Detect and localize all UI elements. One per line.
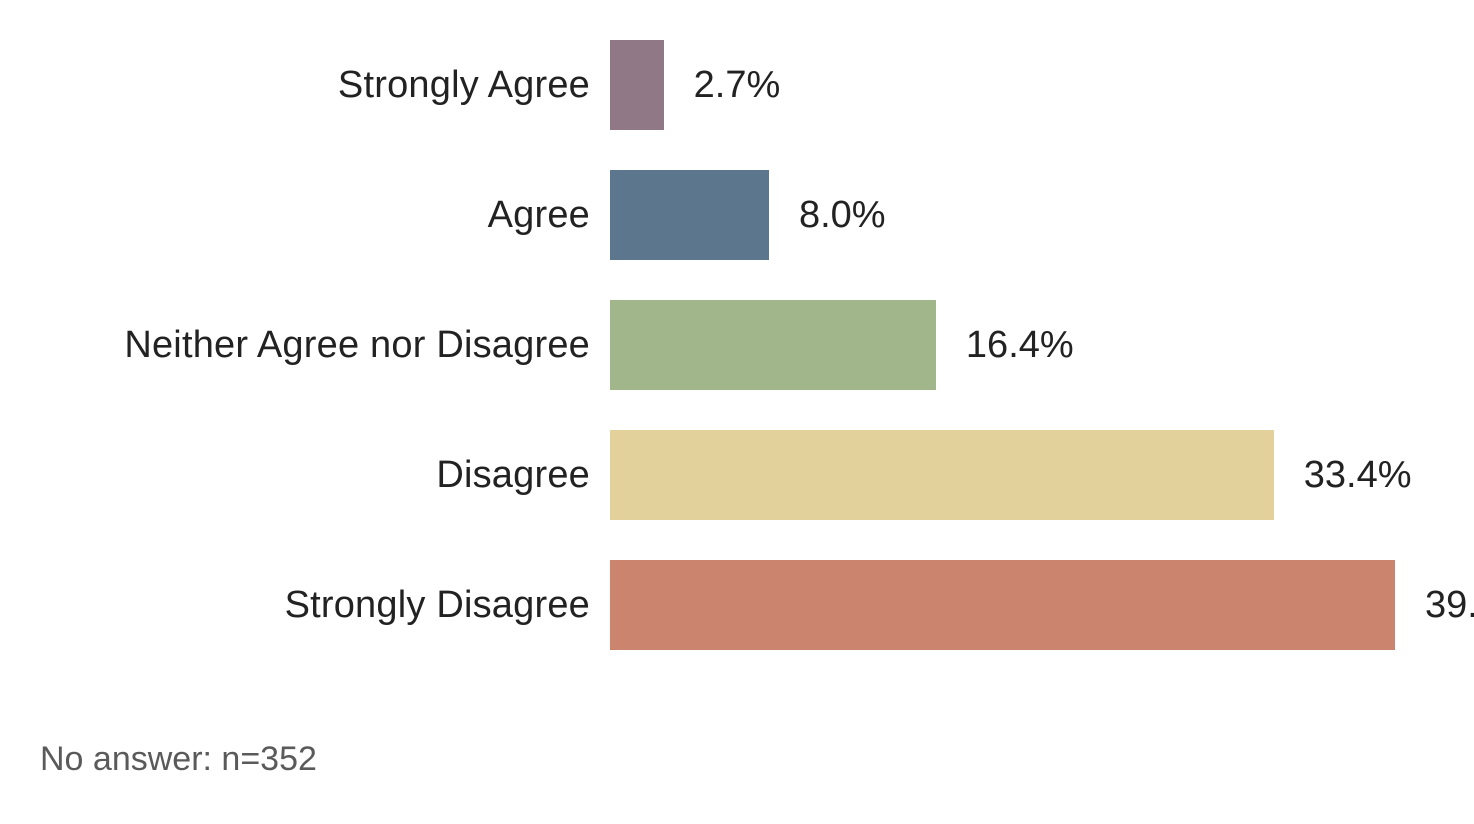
bar-wrap: 16.4% bbox=[610, 300, 1074, 390]
bar-wrap: 8.0% bbox=[610, 170, 886, 260]
chart-rows: Strongly Agree 2.7% Agree 8.0% Neither Agree… bbox=[0, 20, 1474, 670]
row-label: Disagree bbox=[436, 454, 590, 497]
row-value: 39.5% bbox=[1425, 584, 1474, 627]
chart-row: Agree 8.0% bbox=[0, 150, 1474, 280]
row-value: 16.4% bbox=[966, 324, 1074, 367]
row-value: 2.7% bbox=[694, 64, 781, 107]
likert-bar-chart: Strongly Agree 2.7% Agree 8.0% Neither Agree… bbox=[0, 0, 1474, 824]
bar bbox=[610, 170, 769, 260]
bar bbox=[610, 560, 1395, 650]
bar bbox=[610, 40, 664, 130]
row-label: Strongly Disagree bbox=[285, 584, 590, 627]
bar bbox=[610, 430, 1274, 520]
bar-wrap: 39.5% bbox=[610, 560, 1474, 650]
row-value: 8.0% bbox=[799, 194, 886, 237]
bar-wrap: 33.4% bbox=[610, 430, 1412, 520]
chart-footnote: No answer: n=352 bbox=[40, 740, 317, 779]
row-label: Neither Agree nor Disagree bbox=[124, 324, 590, 367]
chart-row: Disagree 33.4% bbox=[0, 410, 1474, 540]
row-label: Strongly Agree bbox=[338, 64, 590, 107]
bar bbox=[610, 300, 936, 390]
chart-row: Strongly Disagree 39.5% bbox=[0, 540, 1474, 670]
chart-row: Neither Agree nor Disagree 16.4% bbox=[0, 280, 1474, 410]
chart-row: Strongly Agree 2.7% bbox=[0, 20, 1474, 150]
row-label: Agree bbox=[488, 194, 590, 237]
row-value: 33.4% bbox=[1304, 454, 1412, 497]
bar-wrap: 2.7% bbox=[610, 40, 780, 130]
